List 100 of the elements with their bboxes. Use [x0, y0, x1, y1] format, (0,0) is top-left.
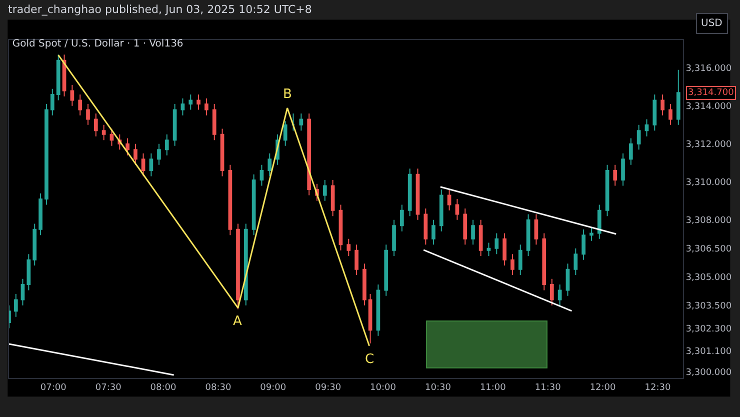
candlestick: [652, 94, 657, 132]
annotation: A: [233, 314, 242, 329]
candlestick: [50, 88, 54, 116]
candlestick: [432, 219, 436, 246]
candlestick: [502, 232, 506, 266]
y-tick-label: 3,305.000: [686, 273, 732, 284]
x-tick-label: 12:30: [644, 382, 671, 393]
x-tick-label: 12:00: [590, 382, 616, 393]
candlestick: [574, 248, 578, 276]
candlestick: [236, 223, 240, 310]
candlestick: [38, 192, 42, 236]
candlestick: [252, 174, 256, 236]
candlestick: [590, 227, 594, 242]
candlestick: [244, 223, 248, 306]
candlestick: [455, 198, 460, 220]
candlestick: [668, 104, 672, 126]
y-tick-label: 3,316.000: [686, 64, 732, 74]
candlestick: [141, 152, 146, 177]
candlestick: [582, 228, 586, 260]
candlestick: [392, 219, 396, 257]
candlestick: [157, 143, 161, 166]
text: trader_changhao published, Jun 03, 2025 10:52 UTC+8: [8, 3, 312, 16]
candlestick: [471, 219, 475, 246]
candlestick: [220, 128, 224, 177]
y-tick-label: 3,300.000: [686, 368, 732, 378]
x-tick-label: 11:00: [480, 382, 506, 393]
text: USD: [701, 18, 723, 29]
candlestick: [212, 104, 216, 141]
candlestick: [134, 143, 138, 166]
candlestick: [196, 94, 200, 110]
candlestick: [526, 214, 530, 257]
chart-title: Gold Spot / U.S. Dollar · 1 · Vol136: [12, 38, 184, 50]
candlestick: [542, 232, 546, 291]
candlestick: [268, 152, 272, 177]
y-tick-label: 3,310.000: [686, 178, 732, 188]
candlestick: [354, 244, 358, 276]
candlestick: [260, 164, 264, 186]
candlestick: [550, 278, 554, 306]
x-tick-label: 09:30: [315, 382, 342, 393]
y-tick-label: 3,301.100: [686, 347, 732, 358]
candlestick: [20, 278, 25, 306]
candlestick: [188, 94, 193, 110]
candlestick: [44, 104, 48, 206]
candlestick: [660, 94, 664, 116]
candlestick: [204, 98, 208, 116]
candlestick: [605, 164, 610, 217]
candlestick: [102, 124, 106, 141]
candlestick: [510, 254, 514, 276]
candlestick: [478, 219, 483, 257]
candlestick: [86, 104, 90, 126]
candlestick: [180, 98, 185, 116]
candlestick: [463, 208, 468, 246]
candlestick: [486, 242, 491, 257]
candlestick: [597, 204, 602, 240]
candlestick: [228, 164, 232, 236]
candlestick: [566, 263, 570, 296]
candlestick: [621, 152, 625, 186]
candlestick: [346, 238, 351, 257]
text: 3,314.700: [688, 88, 734, 98]
candlestick: [613, 164, 618, 186]
candlestick: [447, 189, 452, 211]
candlestick: [424, 208, 428, 246]
candlestick: [338, 204, 343, 251]
x-tick-label: 10:30: [425, 382, 452, 393]
candlestick: [416, 168, 420, 220]
y-tick-label: 3,303.500: [686, 302, 732, 312]
candlestick: [676, 69, 680, 126]
x-tick-label: 07:30: [95, 382, 122, 393]
candlestick: [149, 152, 154, 177]
candlestick: [636, 124, 641, 150]
x-tick-label: 10:00: [370, 382, 396, 393]
candlestick: [330, 180, 335, 217]
candlestick: [400, 204, 404, 232]
candlestick: [56, 54, 60, 101]
candlestick: [94, 113, 98, 137]
x-tick-label: 11:30: [534, 382, 562, 393]
line-series: [58, 54, 370, 347]
y-tick-label: 3,308.000: [686, 216, 732, 226]
candlestick: [32, 223, 37, 266]
candlestick: [283, 120, 288, 146]
candlestick: [628, 138, 633, 166]
y-tick-label: 3,302.300: [686, 324, 732, 334]
candlestick: [164, 134, 169, 156]
candlestick: [322, 180, 327, 202]
annotation: C: [365, 352, 374, 367]
candlestick: [534, 214, 538, 246]
candlestick: [172, 104, 177, 146]
y-tick-label: 3,314.000: [686, 102, 732, 112]
candlestick: [299, 113, 304, 132]
candlestick: [368, 294, 372, 344]
candlestick: [408, 168, 412, 217]
x-tick-label: 09:00: [260, 382, 286, 393]
candlestick: [110, 128, 114, 146]
candlestick: [291, 113, 296, 132]
candlestick: [518, 244, 522, 276]
x-tick-label: 08:30: [205, 382, 232, 393]
candlestick: [126, 138, 130, 156]
candlestick: [494, 232, 499, 255]
candlestick: [26, 254, 31, 291]
candlestick: [558, 284, 562, 306]
